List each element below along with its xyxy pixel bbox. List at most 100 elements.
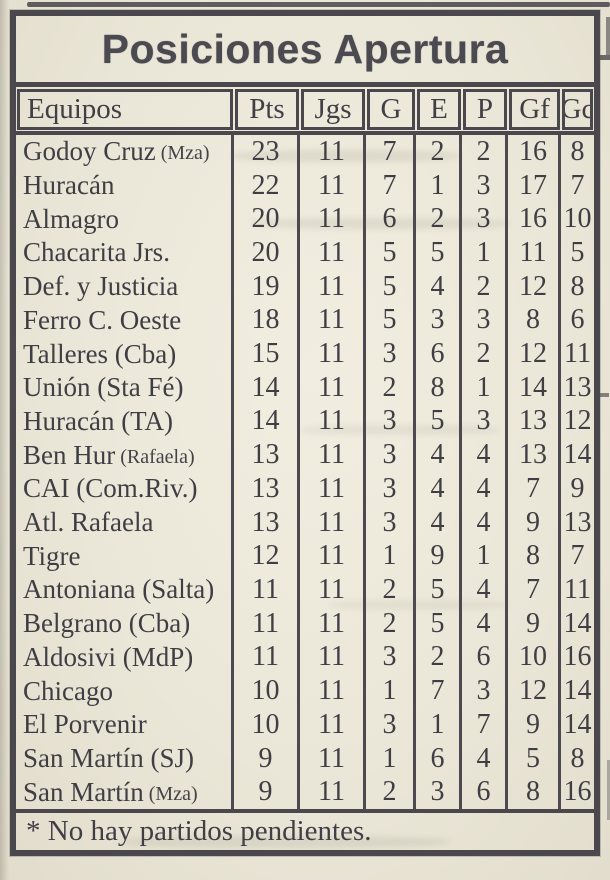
team-name-cell: El Porvenir xyxy=(16,707,234,742)
e-cell: 5 xyxy=(416,606,462,641)
jgs-cell: 11 xyxy=(300,404,366,439)
team-name: Def. y Justicia xyxy=(23,271,179,302)
p-cell: 3 xyxy=(462,674,508,708)
p-cell: 1 xyxy=(462,236,508,270)
gf-cell: 17 xyxy=(508,168,561,203)
p-cell: 4 xyxy=(462,505,508,540)
g-cell: 1 xyxy=(366,674,416,708)
p-cell: 6 xyxy=(462,775,508,810)
g-cell: 2 xyxy=(366,573,416,607)
team-name: Talleres (Cba) xyxy=(23,338,177,369)
e-cell: 5 xyxy=(416,404,462,439)
print-edge-line xyxy=(27,2,610,7)
g-cell: 6 xyxy=(366,202,416,237)
team-name-cell: Aldosivi (MdP) xyxy=(16,640,234,675)
team-name-cell: Chicago xyxy=(16,674,234,708)
adjacent-column-artifact xyxy=(600,393,609,397)
team-name: Atl. Rafaela xyxy=(23,507,154,538)
g-cell: 3 xyxy=(366,505,416,540)
team-name-cell: Ben Hur (Rafaela) xyxy=(16,438,234,473)
adjacent-column-artifact xyxy=(606,17,610,55)
g-cell: 7 xyxy=(366,135,416,169)
column-header-g: G xyxy=(367,89,415,130)
gf-cell: 14 xyxy=(508,370,561,405)
p-cell: 2 xyxy=(462,135,508,169)
table-row: Huracán 22 11 7 1 3 17 7 xyxy=(16,168,594,203)
gc-cell: 10 xyxy=(563,203,592,235)
team-name-cell: Huracán xyxy=(16,168,234,203)
jgs-cell: 11 xyxy=(300,674,366,708)
gc-cell: 5 xyxy=(570,236,585,268)
e-cell: 5 xyxy=(416,236,462,270)
team-name-cell: CAI (Com.Riv.) xyxy=(16,472,234,506)
gc-cell: 8 xyxy=(570,135,585,167)
table-row: Aldosivi (MdP) 11 11 3 2 6 10 16 xyxy=(16,640,594,675)
gc-cell: 14 xyxy=(563,708,592,740)
jgs-cell: 11 xyxy=(300,606,366,641)
jgs-cell: 11 xyxy=(300,505,366,540)
jgs-cell: 11 xyxy=(300,573,366,607)
gf-cell: 8 xyxy=(508,775,561,810)
jgs-cell: 11 xyxy=(300,303,366,338)
pts-cell: 11 xyxy=(234,640,300,675)
pts-cell: 22 xyxy=(234,168,300,203)
team-name: El Porvenir xyxy=(23,709,147,740)
table-row: Huracán (TA) 14 11 3 5 3 13 12 xyxy=(16,404,594,439)
table-row: Tigre 12 11 1 9 1 8 7 xyxy=(16,539,594,574)
g-cell: 7 xyxy=(366,168,416,203)
table-row: Antoniana (Salta) 11 11 2 5 4 7 11 xyxy=(16,573,594,607)
team-name: Godoy Cruz xyxy=(23,136,156,167)
g-cell: 3 xyxy=(366,404,416,439)
team-name: Ferro C. Oeste xyxy=(23,304,182,335)
table-row: San Martín (SJ) 9 11 1 6 4 5 8 xyxy=(16,741,594,776)
pts-cell: 19 xyxy=(234,269,300,304)
team-name-suffix: (Mza) xyxy=(148,782,198,805)
g-cell: 3 xyxy=(366,640,416,675)
gf-cell: 12 xyxy=(508,269,561,304)
team-name: Belgrano (Cba) xyxy=(23,608,191,639)
gf-cell: 8 xyxy=(508,539,561,574)
e-cell: 1 xyxy=(416,707,462,742)
team-name: Tigre xyxy=(23,540,81,571)
team-name-cell: Ferro C. Oeste xyxy=(16,303,234,338)
table-header-row: Equipos Pts Jgs G E P Gf Gc xyxy=(16,87,594,135)
table-row: San Martín (Mza) 9 11 2 3 6 8 16 xyxy=(16,775,594,810)
pts-cell: 20 xyxy=(234,236,300,270)
table-row: Def. y Justicia 19 11 5 4 2 12 8 xyxy=(16,269,594,304)
gf-cell: 9 xyxy=(508,505,561,540)
gc-cell: 14 xyxy=(563,675,592,707)
e-cell: 6 xyxy=(416,337,462,371)
table-body: Godoy Cruz (Mza) 23 11 7 2 2 16 8 Huracá… xyxy=(16,135,594,810)
jgs-cell: 11 xyxy=(300,168,366,203)
p-cell: 4 xyxy=(462,606,508,641)
gc-cell: 13 xyxy=(563,371,592,403)
team-name-cell: Huracán (TA) xyxy=(16,404,234,439)
team-name-suffix: (Rafaela) xyxy=(120,445,195,468)
e-cell: 4 xyxy=(416,472,462,506)
team-name: Ben Hur xyxy=(23,439,116,470)
pts-cell: 9 xyxy=(234,741,300,776)
p-cell: 2 xyxy=(462,269,508,304)
g-cell: 5 xyxy=(366,303,416,338)
column-header-gf: Gf xyxy=(509,89,560,130)
gc-cell: 13 xyxy=(563,506,592,538)
p-cell: 3 xyxy=(462,202,508,237)
gc-cell: 6 xyxy=(570,304,585,336)
gf-cell: 7 xyxy=(508,573,561,607)
pts-cell: 11 xyxy=(234,606,300,641)
team-name-cell: Godoy Cruz (Mza) xyxy=(16,135,234,169)
adjacent-column-artifact xyxy=(597,55,610,60)
pts-cell: 12 xyxy=(234,539,300,574)
gf-cell: 11 xyxy=(508,236,561,270)
e-cell: 2 xyxy=(416,202,462,237)
e-cell: 4 xyxy=(416,269,462,304)
g-cell: 3 xyxy=(366,337,416,371)
pts-cell: 15 xyxy=(234,337,300,371)
p-cell: 1 xyxy=(462,539,508,574)
standings-table: Posiciones Apertura Equipos Pts Jgs G E … xyxy=(10,10,600,856)
team-name: San Martín xyxy=(23,776,144,807)
jgs-cell: 11 xyxy=(300,135,366,169)
column-header-pts: Pts xyxy=(235,89,299,130)
table-row: Chacarita Jrs. 20 11 5 5 1 11 5 xyxy=(16,236,594,270)
